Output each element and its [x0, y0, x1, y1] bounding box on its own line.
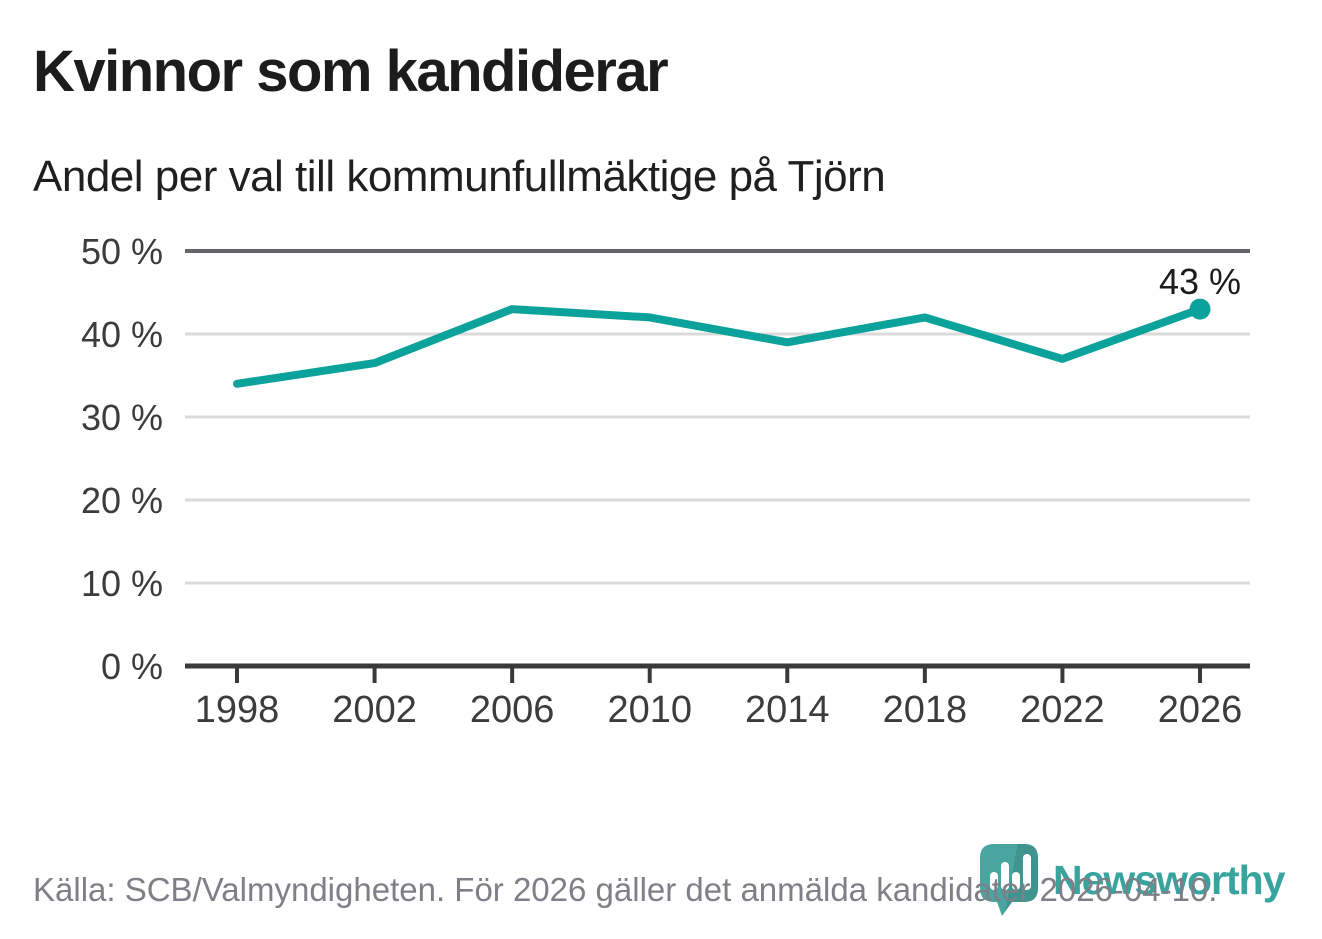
pin-bar-chart-icon [980, 844, 1038, 916]
y-tick-label: 0 % [101, 646, 163, 687]
newsworthy-logo: Newsworthy [978, 842, 1285, 918]
y-tick-label: 10 % [81, 563, 163, 604]
source-note: Källa: SCB/Valmyndigheten. För 2026 gäll… [33, 871, 1218, 908]
x-tick-label: 2026 [1158, 689, 1243, 731]
x-tick-label: 2002 [332, 689, 417, 731]
x-tick-label: 1998 [195, 689, 280, 731]
y-tick-label: 50 % [81, 231, 163, 272]
x-tick-label: 2006 [470, 689, 555, 731]
data-line [233, 305, 1204, 388]
y-tick-label: 20 % [81, 480, 163, 521]
page-title: Kvinnor som kandiderar [33, 39, 669, 104]
y-tick-label: 30 % [81, 397, 163, 438]
x-tick-label: 2022 [1020, 689, 1105, 731]
brand-name: Newsworthy [1053, 856, 1285, 903]
page-subtitle: Andel per val till kommunfullmäktige på … [33, 152, 886, 201]
end-point-label: 43 % [1159, 261, 1241, 302]
x-tick-label: 2014 [745, 689, 830, 731]
end-point-dot [1189, 298, 1211, 320]
x-tick-label: 2018 [883, 689, 968, 731]
y-tick-label: 40 % [81, 314, 163, 355]
x-tick-label: 2010 [607, 689, 692, 731]
